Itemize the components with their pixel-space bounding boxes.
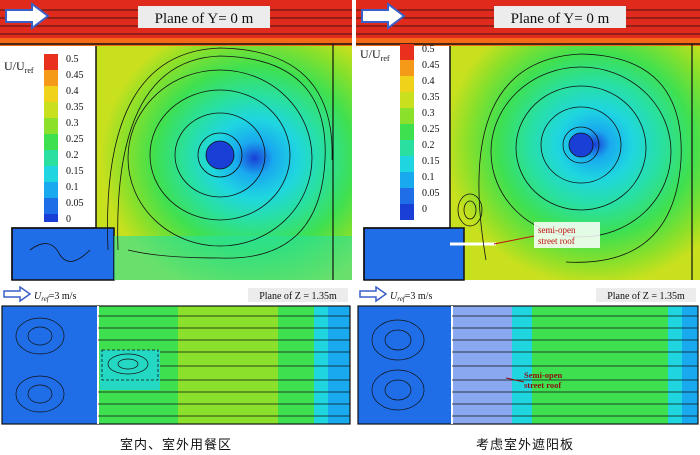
svg-text:0.2: 0.2 (422, 140, 435, 151)
svg-text:0.25: 0.25 (66, 134, 84, 145)
plane-y-label: Plane of Y= 0 m (155, 11, 254, 27)
svg-text:0.1: 0.1 (66, 182, 79, 193)
svg-text:0.4: 0.4 (66, 86, 79, 97)
svg-text:U/Uref: U/Uref (4, 59, 34, 75)
svg-text:U/Uref: U/Uref (360, 47, 390, 63)
svg-text:0.45: 0.45 (422, 60, 440, 71)
svg-text:0.5: 0.5 (66, 54, 79, 65)
svg-text:Plane of Z = 1.35m: Plane of Z = 1.35m (259, 291, 337, 302)
svg-text:0.35: 0.35 (66, 102, 84, 113)
svg-text:0.05: 0.05 (66, 198, 84, 209)
svg-text:0.15: 0.15 (66, 166, 84, 177)
right-contour-y-plane: Plane of Y= 0 m U/Uref 0.5 0.45 0.4 0.35… (356, 0, 700, 281)
svg-text:0.3: 0.3 (422, 108, 435, 119)
svg-text:0.45: 0.45 (66, 70, 84, 81)
svg-text:0.15: 0.15 (422, 156, 440, 167)
svg-text:0.05: 0.05 (422, 188, 440, 199)
svg-text:0.1: 0.1 (422, 172, 435, 183)
right-contour-z-plane: Uref=3 m/s Plane of Z = 1.35m Semi-open … (357, 286, 699, 425)
left-contour-y-plane: Plane of Y= 0 m U/Uref 0.5 0.45 0.4 0.35… (0, 0, 352, 281)
indoor-dining-area (12, 228, 114, 280)
annotation-semi-open-roof-bottom: Semi-open street roof (505, 370, 563, 390)
svg-text:0.5: 0.5 (422, 44, 435, 55)
svg-text:0.3: 0.3 (66, 118, 79, 129)
svg-text:0: 0 (66, 214, 71, 225)
svg-text:0.2: 0.2 (66, 150, 79, 161)
uref-arrow-icon (3, 286, 32, 303)
z-plane-field (2, 306, 350, 424)
annotation-semi-open-roof: semi-open street roof (493, 222, 600, 248)
svg-text:street roof: street roof (538, 236, 575, 246)
legend-colorbar (400, 44, 414, 220)
svg-text:0.35: 0.35 (422, 92, 440, 103)
svg-text:semi-open: semi-open (538, 225, 576, 235)
svg-text:Plane of Z = 1.35m: Plane of Z = 1.35m (607, 291, 685, 302)
left-contour-z-plane: Uref=3 m/s Plane of Z = 1.35m (1, 286, 351, 425)
legend-colorbar (44, 54, 58, 222)
uref-arrow-icon (359, 286, 388, 303)
svg-text:Uref=3 m/s: Uref=3 m/s (34, 291, 76, 303)
svg-text:0.25: 0.25 (422, 124, 440, 135)
svg-text:Semi-open: Semi-open (524, 370, 563, 380)
inflow-arrow-icon (361, 2, 406, 30)
svg-text:Plane of Y= 0 m: Plane of Y= 0 m (511, 11, 610, 27)
caption-left: 室内、室外用餐区 (120, 438, 233, 453)
svg-text:Uref=3 m/s: Uref=3 m/s (390, 291, 432, 303)
svg-text:street roof: street roof (524, 380, 561, 390)
svg-text:0: 0 (422, 204, 427, 215)
svg-text:0.4: 0.4 (422, 76, 435, 87)
inflow-arrow-icon (5, 2, 50, 30)
caption-right: 考虑室外遮阳板 (476, 438, 575, 453)
